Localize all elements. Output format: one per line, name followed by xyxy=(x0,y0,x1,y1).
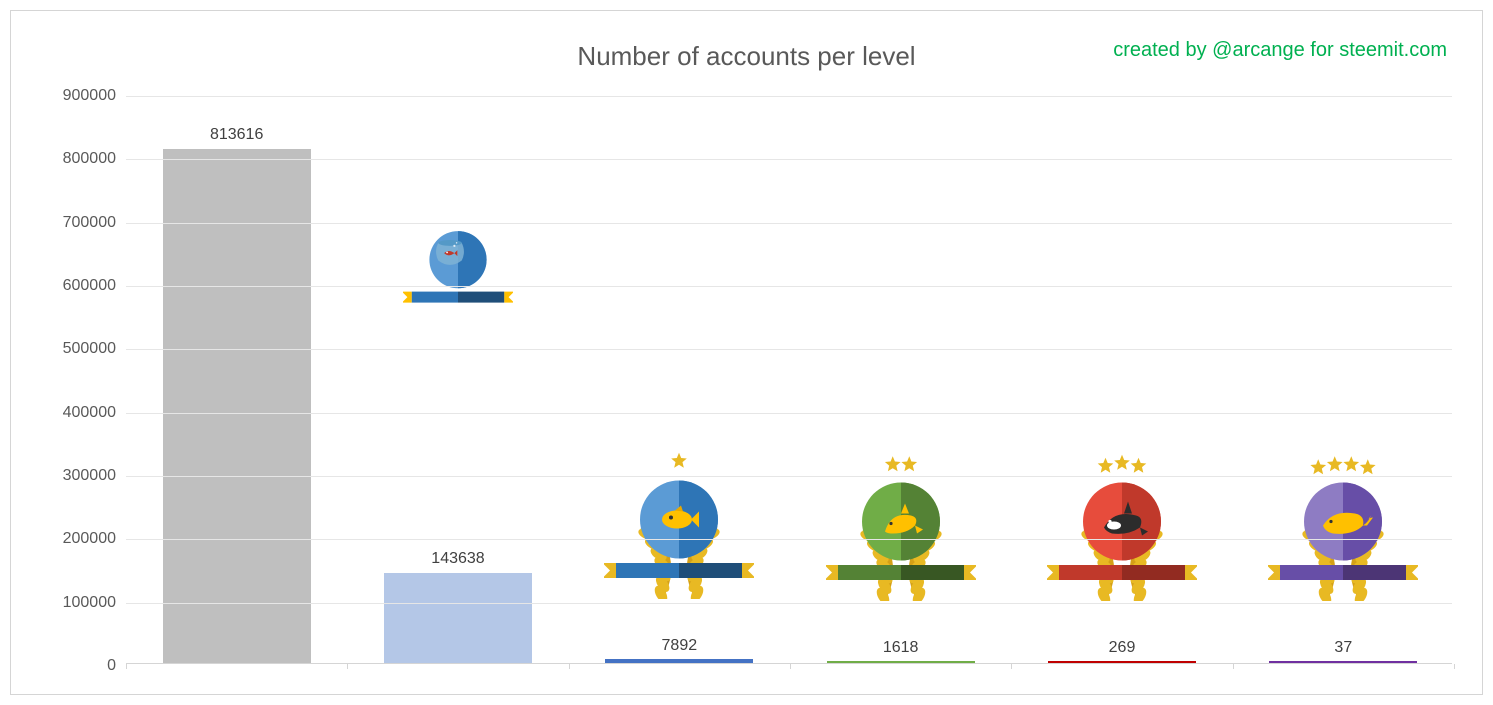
y-tick-label: 400000 xyxy=(36,404,116,422)
y-tick-label: 800000 xyxy=(36,150,116,168)
bar-value-label: 1618 xyxy=(883,639,919,657)
gridline xyxy=(126,413,1452,414)
gridline xyxy=(126,286,1452,287)
x-tick-mark xyxy=(790,664,791,669)
level-badge-icon xyxy=(604,449,754,604)
x-tick-mark xyxy=(1011,664,1012,669)
x-tick-mark xyxy=(1233,664,1234,669)
level-badge-icon xyxy=(826,451,976,606)
bar-value-label: 143638 xyxy=(431,550,484,568)
bar-value-label: 37 xyxy=(1334,639,1352,657)
y-tick-label: 700000 xyxy=(36,214,116,232)
gridline xyxy=(126,96,1452,97)
level-badge-icon xyxy=(403,208,513,323)
x-tick-mark xyxy=(126,664,127,669)
bar-value-label: 269 xyxy=(1109,639,1136,657)
x-tick-mark xyxy=(347,664,348,669)
gridline xyxy=(126,159,1452,160)
level-badge-fish-icon xyxy=(604,449,754,599)
level-badge-fishbowl-icon xyxy=(403,208,513,318)
x-tick-mark xyxy=(569,664,570,669)
bar-value-label: 7892 xyxy=(662,637,698,655)
x-tick-mark xyxy=(1454,664,1455,669)
level-badge-dolphin-icon xyxy=(826,451,976,601)
y-tick-label: 600000 xyxy=(36,277,116,295)
gridline xyxy=(126,476,1452,477)
bar-value-label: 813616 xyxy=(210,126,263,144)
bar xyxy=(163,149,311,664)
x-axis-line xyxy=(126,663,1452,664)
y-tick-label: 100000 xyxy=(36,594,116,612)
y-tick-label: 900000 xyxy=(36,87,116,105)
bar xyxy=(384,573,532,664)
chart-container: Number of accounts per level created by … xyxy=(10,10,1483,695)
gridline xyxy=(126,603,1452,604)
level-badge-orca-icon xyxy=(1047,451,1197,601)
level-badge-icon xyxy=(1268,451,1418,606)
level-badge-whale-icon xyxy=(1268,451,1418,601)
plot-area: 813616 143638 7892 1618 269 xyxy=(126,96,1452,664)
y-tick-label: 300000 xyxy=(36,467,116,485)
chart-credit: created by @arcange for steemit.com xyxy=(1113,39,1447,62)
level-badge-icon xyxy=(1047,451,1197,606)
y-tick-label: 500000 xyxy=(36,340,116,358)
chart-title: Number of accounts per level xyxy=(577,41,915,72)
y-tick-label: 200000 xyxy=(36,530,116,548)
gridline xyxy=(126,539,1452,540)
y-axis: 0100000200000300000400000500000600000700… xyxy=(36,96,116,664)
gridline xyxy=(126,349,1452,350)
gridline xyxy=(126,223,1452,224)
y-tick-label: 0 xyxy=(36,657,116,675)
